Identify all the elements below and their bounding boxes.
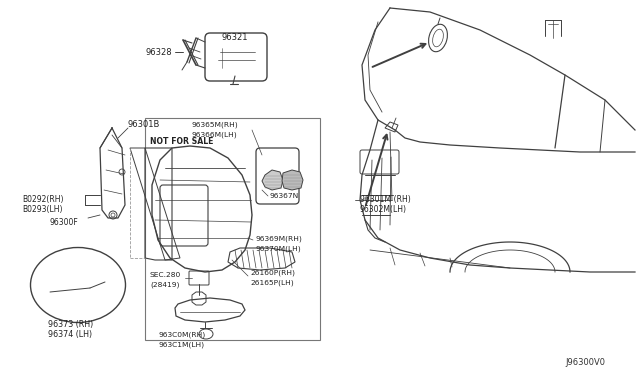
Text: 26165P(LH): 26165P(LH) <box>250 280 294 286</box>
Text: B0292(RH): B0292(RH) <box>22 195 63 204</box>
Text: 96301M (RH): 96301M (RH) <box>360 195 411 204</box>
Text: 963C1M(LH): 963C1M(LH) <box>159 342 205 349</box>
Text: 96302M(LH): 96302M(LH) <box>360 205 407 214</box>
Text: B0293(LH): B0293(LH) <box>22 205 63 214</box>
Text: 96365M(RH): 96365M(RH) <box>192 122 239 128</box>
Text: 96367N: 96367N <box>270 193 300 199</box>
Text: J96300V0: J96300V0 <box>565 358 605 367</box>
Text: 96374 (LH): 96374 (LH) <box>48 330 92 339</box>
Text: 963C0M(RH): 963C0M(RH) <box>158 332 205 339</box>
Text: 96301B: 96301B <box>128 120 161 129</box>
Text: 96300F: 96300F <box>50 218 79 227</box>
Text: NOT FOR SALE: NOT FOR SALE <box>150 137 213 146</box>
Polygon shape <box>262 170 283 190</box>
Text: 96369M(RH): 96369M(RH) <box>255 235 302 241</box>
Text: 96370M(LH): 96370M(LH) <box>255 245 301 251</box>
Text: SEC.280: SEC.280 <box>150 272 181 278</box>
Text: 96366M(LH): 96366M(LH) <box>192 132 237 138</box>
Bar <box>145 118 320 340</box>
Polygon shape <box>282 170 303 190</box>
Text: 96321: 96321 <box>222 33 248 42</box>
Text: 96328: 96328 <box>145 48 172 57</box>
Text: 96373 (RH): 96373 (RH) <box>48 320 93 329</box>
Text: (28419): (28419) <box>150 282 179 289</box>
Text: 26160P(RH): 26160P(RH) <box>250 270 295 276</box>
